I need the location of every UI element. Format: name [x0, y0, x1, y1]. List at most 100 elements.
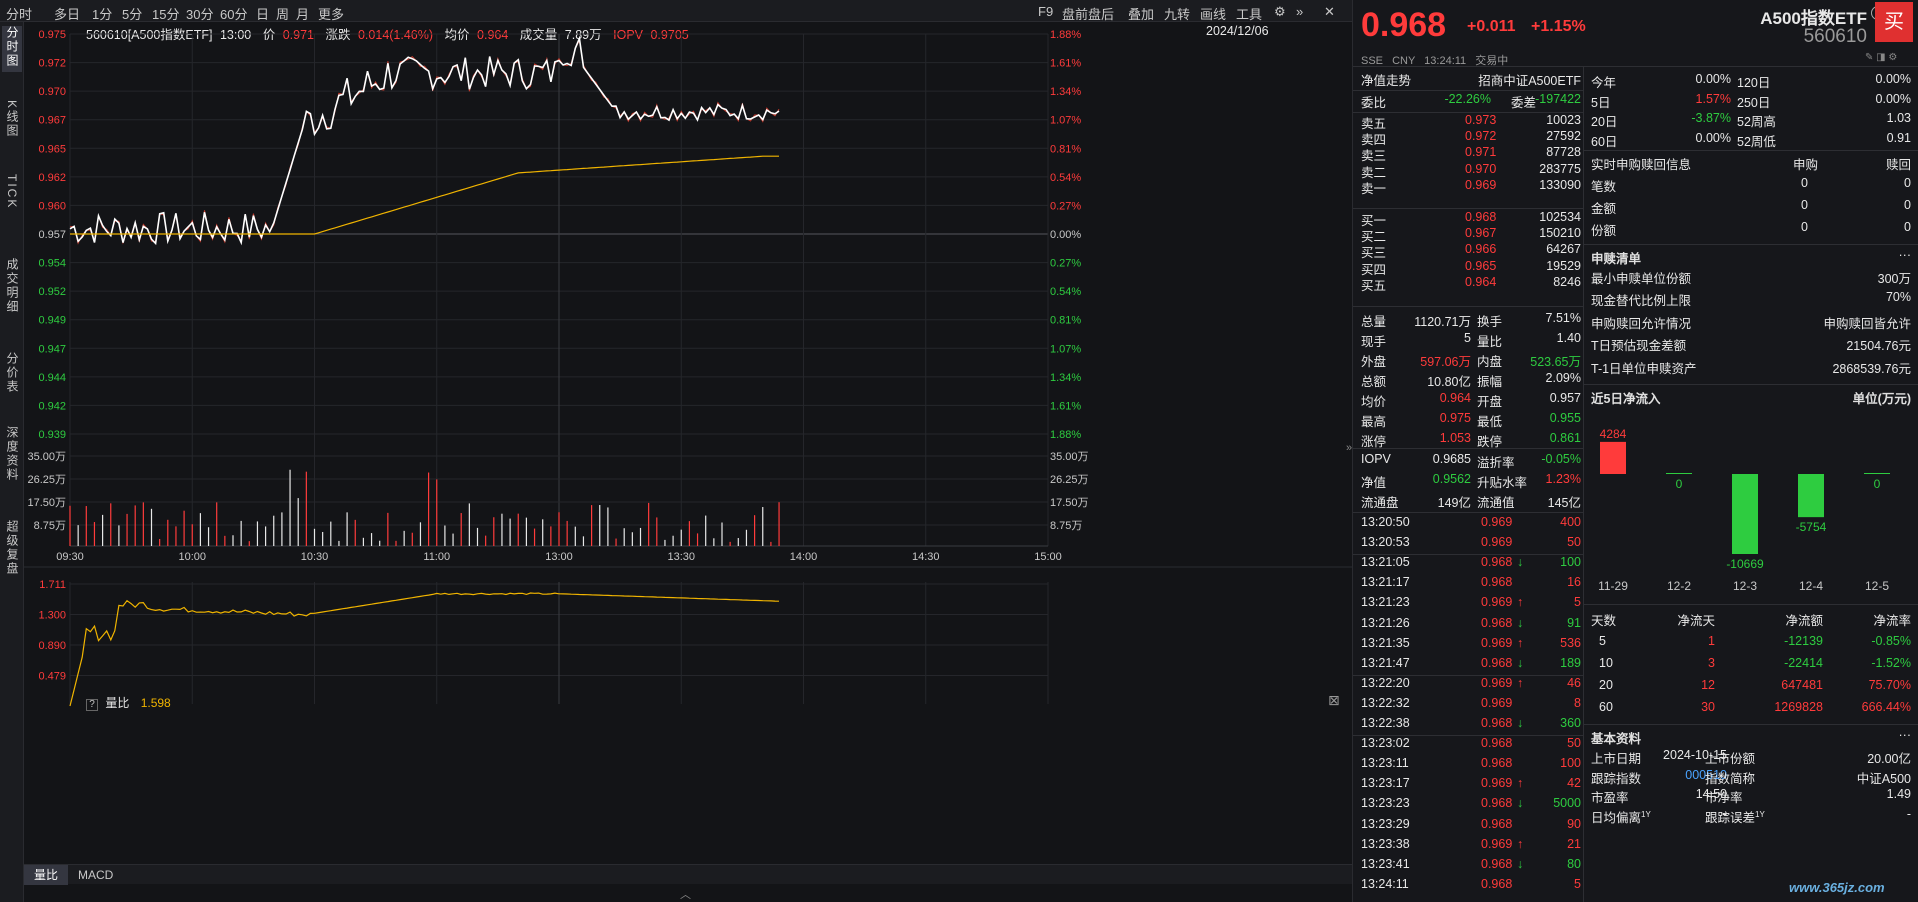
chart-area[interactable]: 560610[A500指数ETF] 13:00 价 0.971 涨跌 0.014…	[24, 22, 1352, 902]
redeem-label: T-1日单位申赎资产	[1591, 361, 1697, 376]
settings-icon[interactable]: ⚙	[1274, 4, 1286, 19]
tab-60min[interactable]: 60分	[220, 7, 248, 22]
ask-row[interactable]: 卖五 0.973 10023	[1361, 113, 1581, 131]
level-volume: 64267	[1546, 242, 1581, 257]
tab-liangbi[interactable]: 量比	[24, 865, 68, 885]
ask-row[interactable]: 卖三 0.971 87728	[1361, 145, 1581, 163]
basic-value: 2024-10-15	[1663, 748, 1727, 762]
tick-price: 0.968	[1481, 736, 1513, 751]
nine-turn-button[interactable]: 九转	[1164, 7, 1191, 22]
tab-more[interactable]: 更多	[318, 7, 345, 22]
nav-tick[interactable]: TICK	[5, 174, 19, 210]
perf-row: 20日 -3.87% 52周高 1.03	[1591, 111, 1911, 129]
nav-fenshi[interactable]: 分时图	[2, 26, 22, 72]
tab-5min[interactable]: 5分	[122, 7, 143, 22]
draw-button[interactable]: 画线	[1200, 7, 1227, 22]
bid-row[interactable]: 买三 0.966 64267	[1361, 242, 1581, 260]
tab-day[interactable]: 日	[256, 7, 270, 22]
nav-row[interactable]: 净值走势 招商中证A500ETF	[1361, 70, 1581, 88]
tab-15min[interactable]: 15分	[152, 7, 180, 22]
bid-row[interactable]: 买一 0.968 102534	[1361, 210, 1581, 228]
ask-row[interactable]: 卖二 0.970 283775	[1361, 162, 1581, 180]
sub-indicator-header: ? 量比 1.598	[86, 694, 171, 711]
flow-amount: -12139	[1784, 634, 1823, 648]
stat-value: -0.05%	[1541, 452, 1581, 466]
nav-replay[interactable]: 超级复盘	[5, 520, 19, 576]
avg-label: 均价	[444, 28, 470, 42]
vol-tick-label: 8.75万	[1050, 520, 1082, 532]
intraday-chart[interactable]: 0.975 1.88% 0.972 1.61% 0.970 1.34% 0.967 1.07%…	[24, 22, 1352, 902]
tick-volume: 5	[1574, 876, 1581, 891]
tick-time: 13:21:05	[1361, 555, 1410, 570]
double-chevron-icon[interactable]: »	[1296, 4, 1304, 19]
vol-tick-label: 8.75万	[34, 520, 66, 532]
more-icon[interactable]: ···	[1898, 248, 1912, 262]
stat-label: 均价	[1361, 395, 1387, 409]
nav-depth[interactable]: 深度资料	[5, 426, 19, 482]
tick-row: 13:23:41 0.968 ↓ 80	[1361, 857, 1581, 875]
sub-indicator-name: 量比	[105, 696, 130, 710]
netflow-label: -5754	[1796, 520, 1827, 534]
tools-button[interactable]: 工具	[1236, 7, 1263, 22]
level-volume: 87728	[1546, 145, 1581, 160]
arrow-down-icon: ↓	[1517, 655, 1524, 670]
expand-up-icon[interactable]: ︿	[680, 889, 691, 901]
price-tick-label: 0.960	[38, 200, 66, 212]
pct-tick-label: 0.81%	[1050, 143, 1081, 155]
bid-row[interactable]: 买四 0.965 19529	[1361, 259, 1581, 277]
basic-label: 指数简称	[1705, 771, 1756, 786]
close-icon[interactable]: ✕	[1324, 4, 1335, 19]
flow-days: 20	[1599, 678, 1613, 692]
vol-tick-label: 35.00万	[1050, 451, 1089, 463]
redeem-row: 最小申赎单位份额 300万	[1591, 268, 1911, 286]
tab-1min[interactable]: 1分	[92, 7, 113, 22]
netflow-bar	[1732, 474, 1758, 554]
bid-row[interactable]: 买五 0.964 8246	[1361, 275, 1581, 293]
buy-button[interactable]: 买	[1875, 2, 1913, 42]
tab-week[interactable]: 周	[276, 7, 290, 22]
prepost-button[interactable]: 盘前盘后	[1062, 7, 1115, 22]
netflow-label: 0	[1676, 477, 1683, 491]
bid-row[interactable]: 买二 0.967 150210	[1361, 226, 1581, 244]
redeem-row: T-1日单位申赎资产 2868539.76元	[1591, 358, 1911, 376]
basic-label: 上市份额	[1705, 752, 1756, 766]
sub-apply-value: 0	[1801, 176, 1808, 190]
nav-price-table[interactable]: 分价表	[5, 352, 19, 394]
tick-time: 13:21:35	[1361, 635, 1410, 650]
toolbar-mini-icons[interactable]: ✎ ◨ ⚙	[1865, 52, 1898, 63]
tab-30min[interactable]: 30分	[186, 7, 214, 22]
tab-month[interactable]: 月	[296, 7, 310, 22]
netflow-title: 近5日净流入	[1591, 392, 1661, 406]
nav-trades[interactable]: 成交明细	[5, 258, 19, 314]
price-tick-label: 0.949	[38, 315, 66, 327]
basic-header[interactable]: 基本资料 ···	[1591, 728, 1911, 746]
sub-tick-label: 1.711	[39, 579, 66, 591]
close-sub-icon[interactable]: ⊠	[1328, 692, 1340, 708]
stat-label: 流通盘	[1361, 496, 1399, 510]
vol-tick-label: 26.25万	[27, 474, 66, 486]
help-icon[interactable]: ?	[86, 699, 98, 711]
collapse-panel-icon[interactable]: »	[1346, 442, 1353, 454]
liangbi-line	[69, 592, 780, 707]
nav-kline[interactable]: K线图	[5, 100, 19, 139]
redeem-header[interactable]: 申赎清单 ···	[1591, 248, 1911, 266]
more-icon[interactable]: ···	[1898, 728, 1912, 742]
ask-row[interactable]: 卖一 0.969 133090	[1361, 178, 1581, 196]
stat-value: 523.65万	[1530, 355, 1581, 369]
basic-value[interactable]: 000510	[1685, 767, 1727, 782]
f9-button[interactable]: F9	[1038, 4, 1054, 19]
price-tick-label: 0.965	[38, 143, 66, 155]
tick-row: 13:23:11 0.968 100	[1361, 756, 1581, 774]
ask-row[interactable]: 卖四 0.972 27592	[1361, 129, 1581, 147]
level-label: 卖一	[1361, 181, 1387, 196]
tab-macd[interactable]: MACD	[78, 868, 114, 882]
stat-label: 总额	[1361, 375, 1387, 389]
tab-fenshi[interactable]: 分时	[6, 7, 33, 22]
stat-row: 外盘 597.06万 内盘 523.65万	[1361, 351, 1581, 369]
netflow-header: 近5日净流入 单位(万元)	[1591, 388, 1911, 406]
redeem-label: 最小申赎单位份额	[1591, 272, 1692, 286]
overlay-button[interactable]: 叠加	[1128, 7, 1155, 22]
perf-label: 今年	[1591, 76, 1617, 90]
stat-label: 内盘	[1477, 355, 1503, 369]
tab-multiday[interactable]: 多日	[54, 7, 81, 22]
